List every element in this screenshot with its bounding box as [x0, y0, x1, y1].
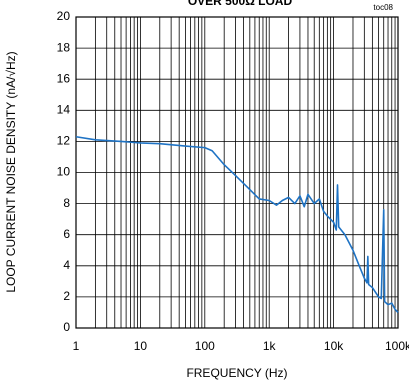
- y-tick-label: 16: [57, 71, 71, 85]
- x-tick-label: 100: [195, 339, 215, 353]
- x-tick-label: 100k: [385, 339, 409, 353]
- y-tick-label: 12: [57, 134, 71, 148]
- y-tick-label: 0: [63, 320, 70, 334]
- x-tick-label: 1: [73, 339, 80, 353]
- y-tick-label: 4: [63, 258, 70, 272]
- x-tick-label: 10: [134, 339, 148, 353]
- y-tick-label: 2: [63, 289, 70, 303]
- x-tick-label: 1k: [263, 339, 277, 353]
- y-tick-label: 20: [57, 9, 71, 23]
- y-tick-label: 10: [57, 165, 71, 179]
- y-tick-label: 6: [63, 227, 70, 241]
- y-axis-label: LOOP CURRENT NOISE DENSITY (nA/√Hz): [4, 51, 18, 292]
- x-tick-label: 10k: [324, 339, 344, 353]
- y-tick-label: 8: [63, 196, 70, 210]
- series-line: [75, 135, 399, 314]
- chart-title: OVER 500Ω LOAD: [188, 0, 293, 8]
- x-axis-label: FREQUENCY (Hz): [186, 366, 287, 380]
- chart-note: toc08: [373, 3, 393, 12]
- y-tick-label: 14: [57, 102, 71, 116]
- y-tick-label: 18: [57, 40, 71, 54]
